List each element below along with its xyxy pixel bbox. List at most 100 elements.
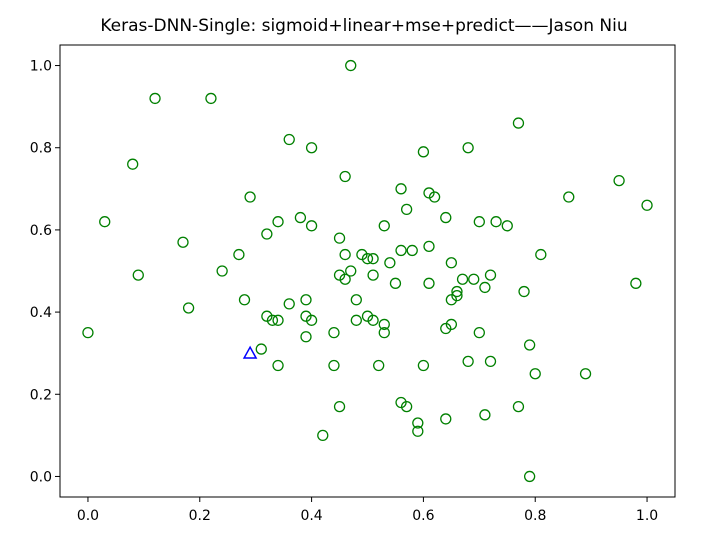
data-point [238,294,251,306]
data-point [462,355,474,368]
data-point [272,314,284,326]
data-point [361,310,374,322]
chart-title: Keras-DNN-Single: sigmoid+linear+mse+pre… [100,16,627,36]
data-point [440,211,452,224]
data-point [412,417,424,429]
data-point [423,240,435,252]
y-tick-label: 0.6 [30,223,52,239]
x-tick-label: 1.0 [636,508,658,524]
data-point [283,298,295,310]
data-point [300,331,312,343]
data-point [305,314,318,326]
data-point [417,146,430,158]
y-tick-label: 0.2 [30,387,52,403]
data-point [406,244,418,257]
y-tick-label: 0.0 [30,469,52,485]
data-point [333,269,346,281]
data-point [518,285,530,298]
data-point [523,339,536,351]
data-point [149,92,161,105]
data-point [417,359,430,372]
data-point [305,220,318,232]
data-point [261,228,273,240]
data-point [261,310,273,322]
data-point [132,269,144,281]
y-tick-label: 0.4 [30,305,52,321]
data-point [339,273,351,285]
data-point [333,232,346,244]
data-point [613,174,625,187]
data-point [445,318,458,331]
data-point [395,244,407,257]
data-point [479,281,491,294]
data-point [127,158,139,170]
x-tick-label: 0.2 [189,508,211,524]
plot-area [59,44,676,498]
plot-frame [59,44,676,498]
data-point [82,326,94,339]
data-point [445,294,458,306]
data-point [512,400,525,413]
x-axis: 0.0 0.2 0.4 0.6 0.8 1.0 [77,497,658,524]
data-point [339,248,351,261]
data-point [479,409,491,421]
data-point [300,294,312,306]
data-point [333,400,346,413]
data-point [255,343,267,355]
data-point [490,216,502,228]
y-tick-label: 1.0 [30,59,52,75]
data-point [412,425,424,437]
x-tick-label: 0.0 [77,508,99,524]
data-point [445,257,458,269]
data-point [345,59,357,72]
data-point [182,302,195,314]
data-point [468,273,480,285]
data-point [423,187,435,199]
data-point [305,142,318,154]
data-point [512,117,525,129]
data-point [451,290,463,302]
data-point [328,326,340,339]
data-point [300,310,312,322]
data-point [266,314,279,326]
prediction-point [242,345,258,359]
data-point [529,368,541,380]
data-point [361,253,374,265]
data-point [400,400,413,413]
data-point [462,142,474,154]
data-point [473,216,485,228]
data-point [216,265,228,277]
data-point [451,285,463,298]
data-point [378,318,390,331]
data-point [350,294,362,306]
data-point [378,326,390,339]
data-point [350,314,362,326]
data-point [400,203,413,216]
data-point [177,236,189,248]
data-point [440,413,452,425]
data-point [630,277,642,289]
data-point [501,220,513,232]
data-point [378,220,390,232]
data-point [579,368,592,380]
data-point [294,211,307,224]
data-point [373,359,385,372]
data-point [283,133,295,146]
y-axis: 0.0 0.2 0.4 0.6 0.8 1.0 [30,59,60,485]
data-point [272,216,284,228]
data-point [367,269,379,281]
data-point [423,277,435,289]
data-point [428,191,441,203]
data-point [641,199,653,211]
data-point [563,191,575,203]
data-point [328,359,340,372]
data-point [384,257,396,269]
data-point [523,470,536,483]
x-tick-label: 0.6 [412,508,434,524]
data-point [395,183,407,195]
data-point [389,277,402,289]
data-point [456,273,469,285]
data-point [535,248,547,261]
data-point [233,248,245,261]
